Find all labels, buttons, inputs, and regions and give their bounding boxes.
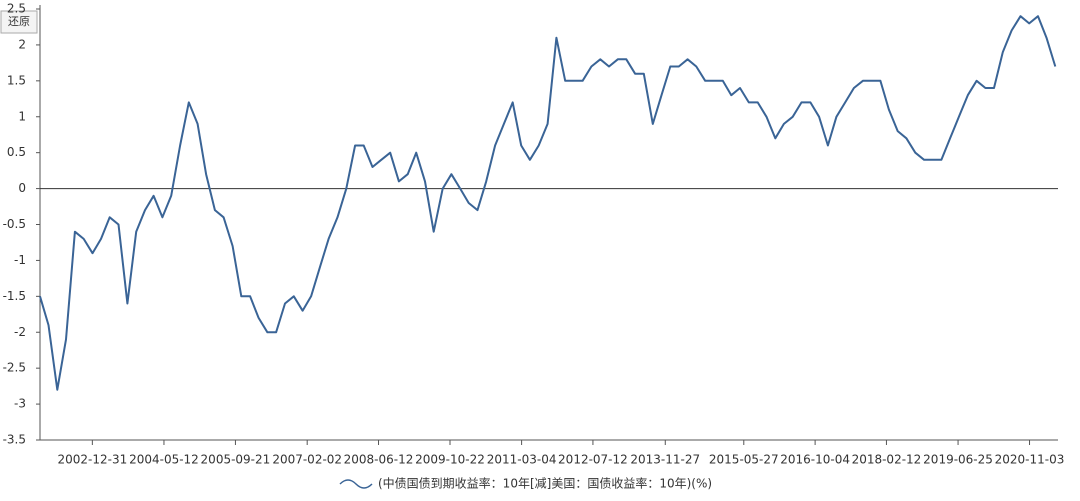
y-tick-label: -1 <box>14 253 26 267</box>
x-tick-label: 2020-11-03 <box>995 453 1065 467</box>
x-tick-label: 2002-12-31 <box>57 453 127 467</box>
legend-label: (中债国债到期收益率：10年[减]美国：国债收益率：10年)(%) <box>378 476 712 491</box>
y-tick-label: 2 <box>18 37 26 51</box>
x-tick-label: 2005-09-21 <box>201 453 271 467</box>
y-tick-label: 0.5 <box>7 145 26 159</box>
y-tick-label: -1.5 <box>3 289 26 303</box>
x-tick-label: 2015-05-27 <box>709 453 779 467</box>
y-tick-label: -3.5 <box>3 433 26 447</box>
legend-swatch <box>339 479 373 489</box>
x-tick-label: 2019-06-25 <box>923 453 993 467</box>
y-tick-label: 1.5 <box>7 73 26 87</box>
y-tick-label: 0 <box>18 181 26 195</box>
reset-label[interactable]: 还原 <box>8 15 30 28</box>
data-line <box>39 15 1057 391</box>
x-tick-label: 2018-02-12 <box>852 453 922 467</box>
x-tick-label: 2009-10-22 <box>415 453 485 467</box>
x-tick-label: 2011-03-04 <box>487 453 557 467</box>
x-tick-label: 2004-05-12 <box>129 453 199 467</box>
y-tick-label: -2 <box>14 325 26 339</box>
y-tick-label: -3 <box>14 397 26 411</box>
x-tick-label: 2008-06-12 <box>344 453 414 467</box>
x-tick-label: 2013-11-27 <box>630 453 700 467</box>
y-tick-label: 2.5 <box>7 2 26 16</box>
y-tick-label: 1 <box>18 109 26 123</box>
x-tick-label: 2007-02-02 <box>272 453 342 467</box>
reset-button[interactable] <box>0 10 38 34</box>
y-tick-label: -0.5 <box>3 217 26 231</box>
x-tick-label: 2016-10-04 <box>780 453 850 467</box>
x-tick-label: 2012-07-12 <box>558 453 628 467</box>
y-tick-label: -2.5 <box>3 361 26 375</box>
